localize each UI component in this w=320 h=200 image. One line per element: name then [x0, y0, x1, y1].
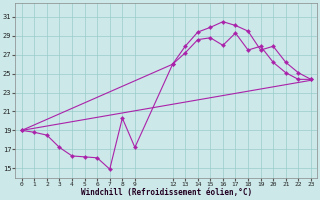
X-axis label: Windchill (Refroidissement éolien,°C): Windchill (Refroidissement éolien,°C) — [81, 188, 252, 197]
